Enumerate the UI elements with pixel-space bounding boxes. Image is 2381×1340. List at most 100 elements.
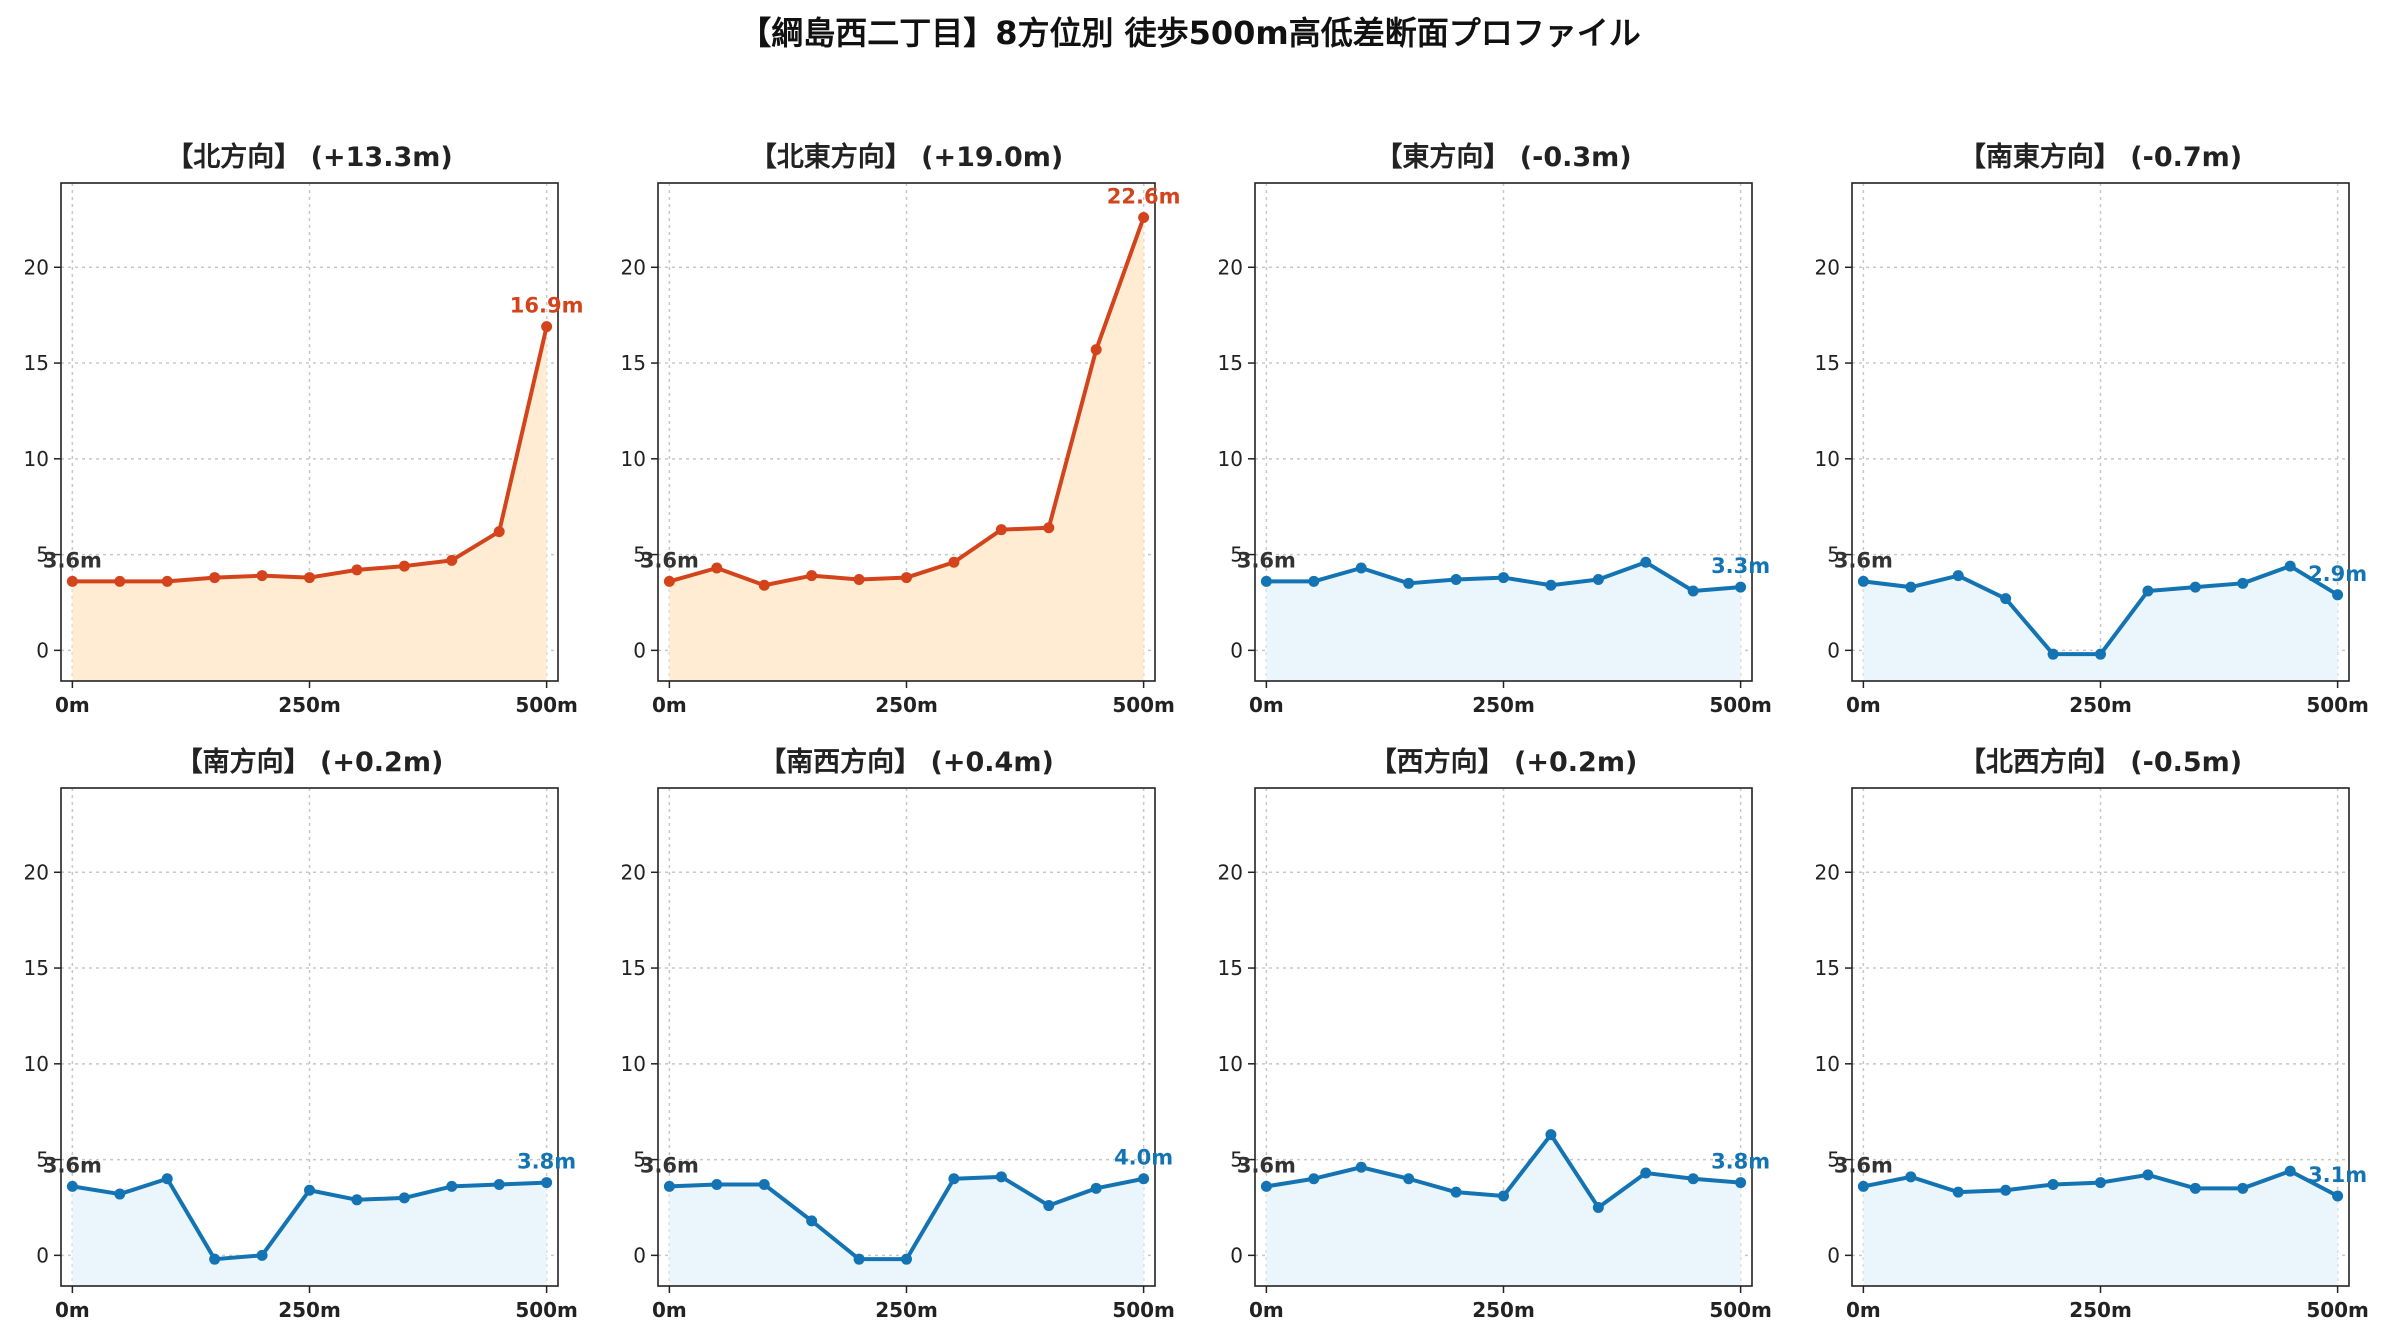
x-tick-label: 0m [55, 693, 90, 717]
data-point [351, 564, 363, 576]
data-point [1308, 1173, 1320, 1185]
data-point [161, 575, 173, 587]
data-point [1260, 1180, 1272, 1192]
y-tick-label: 20 [1815, 860, 1840, 884]
end-value-label: 3.3m [1711, 554, 1770, 578]
y-tick-label: 10 [1218, 1052, 1243, 1076]
y-tick-label: 5 [1827, 543, 1840, 567]
area-fill [1863, 566, 2338, 681]
data-point [1138, 1173, 1150, 1185]
data-point [1355, 562, 1367, 574]
x-tick-label: 250m [875, 693, 938, 717]
data-point [1640, 1167, 1652, 1179]
data-point [398, 560, 410, 572]
panel-7: 【北西方向】 (-0.5m) 0 5 10 15 20 0m 250m 500m 3.6m 3.1m [1815, 746, 2369, 1322]
y-tick-label: 15 [24, 956, 49, 980]
data-point [493, 526, 505, 538]
data-point [493, 1178, 505, 1190]
x-tick-label: 0m [55, 1298, 90, 1322]
x-tick-label: 0m [652, 693, 687, 717]
data-point [806, 570, 818, 582]
data-point [1450, 573, 1462, 585]
y-tick-label: 0 [633, 638, 646, 662]
panel-title: 【東方向】 (-0.3m) [1375, 141, 1631, 173]
y-tick-label: 15 [621, 351, 646, 375]
data-point [2237, 577, 2249, 589]
data-point [2189, 1182, 2201, 1194]
y-tick-label: 10 [1815, 1052, 1840, 1076]
data-point [351, 1194, 363, 1206]
data-point [2047, 1178, 2059, 1190]
area-fill [1863, 1171, 2338, 1286]
data-point [304, 572, 315, 584]
end-value-label: 22.6m [1107, 184, 1181, 208]
y-tick-label: 5 [633, 543, 646, 567]
data-point [758, 1178, 770, 1190]
y-tick-label: 20 [1218, 255, 1243, 279]
data-point [1260, 575, 1272, 587]
panel-title: 【北東方向】 (+19.0m) [750, 141, 1063, 173]
x-tick-label: 250m [278, 693, 341, 717]
area-fill [669, 217, 1144, 681]
x-tick-label: 250m [1472, 693, 1535, 717]
x-tick-label: 500m [1709, 1298, 1772, 1322]
y-tick-label: 5 [633, 1148, 646, 1172]
data-point [1043, 522, 1055, 534]
data-point [1857, 1180, 1869, 1192]
data-point [1355, 1161, 1367, 1173]
start-value-label: 3.6m [1834, 1153, 1893, 1177]
x-tick-label: 0m [1846, 693, 1881, 717]
y-tick-label: 5 [36, 543, 49, 567]
panel-5: 【南西方向】 (+0.4m) 0 5 10 15 20 0m 250m 500m 3.6m 4.0m [621, 746, 1175, 1322]
data-point [1592, 573, 1604, 585]
data-point [304, 1184, 315, 1196]
y-tick-label: 15 [621, 956, 646, 980]
y-tick-label: 20 [621, 860, 646, 884]
start-value-label: 3.6m [43, 1153, 102, 1177]
data-point [1735, 1177, 1747, 1189]
data-point [995, 1171, 1007, 1183]
y-tick-label: 0 [36, 1243, 49, 1267]
panel-0: 【北方向】 (+13.3m) 0 5 10 15 20 0m 250m 500m 3.6m 16.9… [24, 141, 584, 717]
data-point [995, 524, 1007, 536]
x-tick-label: 0m [1846, 1298, 1881, 1322]
end-value-label: 16.9m [510, 294, 584, 318]
data-point [1905, 581, 1917, 593]
data-point [1735, 581, 1747, 593]
panel-title: 【南東方向】 (-0.7m) [1959, 141, 2242, 173]
panel-3: 【南東方向】 (-0.7m) 0 5 10 15 20 0m 250m 500m 3.6m 2.9m [1815, 141, 2369, 717]
y-tick-label: 10 [24, 1052, 49, 1076]
panel-title: 【北西方向】 (-0.5m) [1959, 746, 2242, 778]
data-point [948, 1173, 960, 1185]
data-point [1403, 1173, 1415, 1185]
panel-6: 【西方向】 (+0.2m) 0 5 10 15 20 0m 250m 500m 3.6m 3.8m [1218, 746, 1772, 1322]
data-point [541, 1177, 553, 1189]
panel-4: 【南方向】 (+0.2m) 0 5 10 15 20 0m 250m 500m 3.6m 3.8m [24, 746, 578, 1322]
data-point [2142, 585, 2154, 597]
data-point [853, 573, 865, 585]
y-tick-label: 5 [36, 1148, 49, 1172]
end-value-label: 2.9m [2308, 562, 2367, 586]
series-line [72, 326, 549, 584]
data-point [1090, 344, 1102, 356]
y-tick-label: 20 [24, 860, 49, 884]
data-point [711, 562, 723, 574]
data-point [1498, 572, 1509, 584]
x-tick-label: 250m [2069, 1298, 2132, 1322]
panel-2: 【東方向】 (-0.3m) 0 5 10 15 20 0m 250m 500m 3.6m 3.3m [1218, 141, 1772, 717]
data-point [948, 556, 960, 568]
y-tick-label: 10 [621, 1052, 646, 1076]
x-tick-label: 250m [278, 1298, 341, 1322]
start-value-label: 3.6m [640, 1153, 699, 1177]
data-point [1545, 579, 1557, 591]
data-point [1640, 556, 1652, 568]
y-tick-label: 20 [24, 255, 49, 279]
data-point [2047, 648, 2059, 660]
area-fill [72, 326, 547, 681]
x-tick-label: 0m [652, 1298, 687, 1322]
data-point [2284, 1165, 2296, 1177]
data-point [2284, 560, 2296, 572]
data-point [446, 1180, 458, 1192]
data-point [1905, 1171, 1917, 1183]
